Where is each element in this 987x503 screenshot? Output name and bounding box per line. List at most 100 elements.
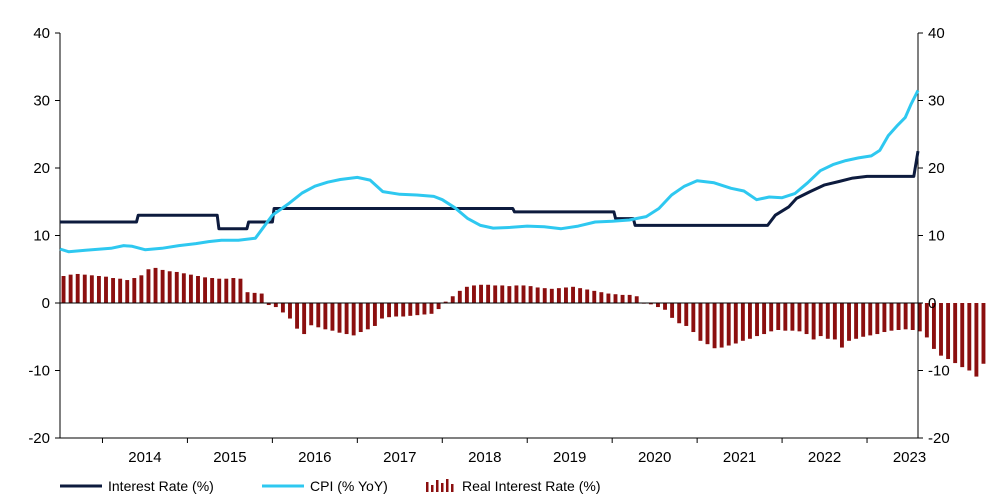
real-rate-bar [896,303,901,330]
real-rate-bar [811,303,816,340]
legend-interest-rate: Interest Rate (%) [60,478,214,494]
real-rate-bar [210,278,215,303]
real-rate-bar [82,274,87,303]
real-rate-bar [684,303,689,326]
real-rate-bar [542,288,547,303]
real-rate-bar [280,303,285,313]
legend-label: CPI (% YoY) [310,478,388,494]
real-rate-bar [521,285,526,303]
y-tick-label-left: 20 [33,160,50,177]
real-rate-bar [266,303,271,306]
real-rate-bar [217,278,222,303]
real-rate-bar [797,303,802,332]
real-rate-bar [564,287,568,303]
real-rate-bar [146,269,151,303]
real-rate-bar [599,292,604,303]
real-rate-bar [125,280,130,303]
legend-label: Interest Rate (%) [108,478,214,494]
real-rate-bar [613,294,618,303]
real-rate-bar [578,288,583,303]
real-rate-bar [111,278,116,303]
real-rate-bar [436,303,441,310]
real-rate-bar [839,303,844,348]
real-rate-bar [556,288,561,303]
real-rate-bar [648,303,653,305]
real-rate-bar [372,303,377,326]
real-rate-bar [528,286,533,303]
x-tick-label: 2015 [213,449,246,466]
real-rate-bar [443,301,448,303]
real-rate-bar [68,274,73,303]
real-rate-bar [620,294,625,303]
real-rate-bar [288,303,292,319]
real-rate-bar [344,303,349,335]
x-tick-label: 2021 [723,449,756,466]
real-rate-bar [670,303,675,318]
real-rate-bar [104,276,108,303]
real-rate-bar [429,303,434,314]
real-rate-bar [790,303,795,331]
legend-real-rate: Real Interest Rate (%) [426,478,601,494]
real-rate-bar [153,267,158,303]
y-tick-label-right: 10 [928,228,945,245]
real-rate-bar [960,303,965,368]
real-rate-bar [167,271,172,303]
real-rate-bar [75,273,80,303]
legend-swatch-bar [426,482,429,492]
y-tick-label-left: -20 [28,430,50,447]
real-rate-bar [259,293,264,303]
real-rate-bar [535,287,540,303]
real-rate-bar [450,296,455,303]
y-tick-label-right: -10 [928,363,950,380]
x-tick-label: 2019 [553,449,586,466]
real-rate-bar [677,303,682,324]
real-rate-bar [832,303,837,340]
real-rate-bar [875,303,880,335]
real-rate-bar [302,303,307,335]
y-tick-label-left: -10 [28,363,50,380]
real-rate-bar [705,303,710,345]
real-rate-bar [231,278,236,303]
real-rate-bar [252,292,257,303]
real-rate-bar [295,303,300,329]
real-rate-bar [415,303,420,316]
real-interest-rate-bars [61,267,986,377]
real-rate-bar [358,303,363,333]
real-rate-bar [408,303,413,316]
real-rate-bar [401,303,406,317]
real-rate-bar [330,303,335,331]
real-rate-bar [953,303,958,364]
real-rate-bar [592,290,597,303]
real-rate-bar [181,273,186,303]
real-rate-bar [868,303,873,336]
interest-rate-line [60,150,920,231]
real-rate-bar [514,285,519,303]
real-rate-bar [882,303,887,333]
real-rate-bar [776,303,781,330]
real-rate-bar [903,303,908,330]
legend-swatch-bar [441,483,444,492]
y-tick-label-right: 40 [928,25,945,42]
x-tick-label: 2020 [638,449,671,466]
real-rate-bar [337,303,342,333]
real-rate-bar [238,278,243,303]
real-rate-bar [889,303,894,331]
real-rate-bar [854,303,859,339]
real-rate-bar [160,269,165,303]
legend-swatch-bar [431,485,434,492]
legend-swatch-bar [451,484,454,492]
real-rate-bar [203,277,208,303]
real-rate-bar [61,276,66,303]
real-rate-bar [748,303,752,339]
real-rate-bar [549,288,554,303]
real-rate-bar [118,278,123,303]
real-rate-bar [861,303,866,337]
real-rate-bar [627,294,632,303]
real-rate-bar [486,284,491,303]
y-tick-label-right: 30 [928,93,945,110]
real-rate-bar [719,303,724,348]
real-rate-bar [967,303,972,371]
real-rate-bar [698,303,703,341]
